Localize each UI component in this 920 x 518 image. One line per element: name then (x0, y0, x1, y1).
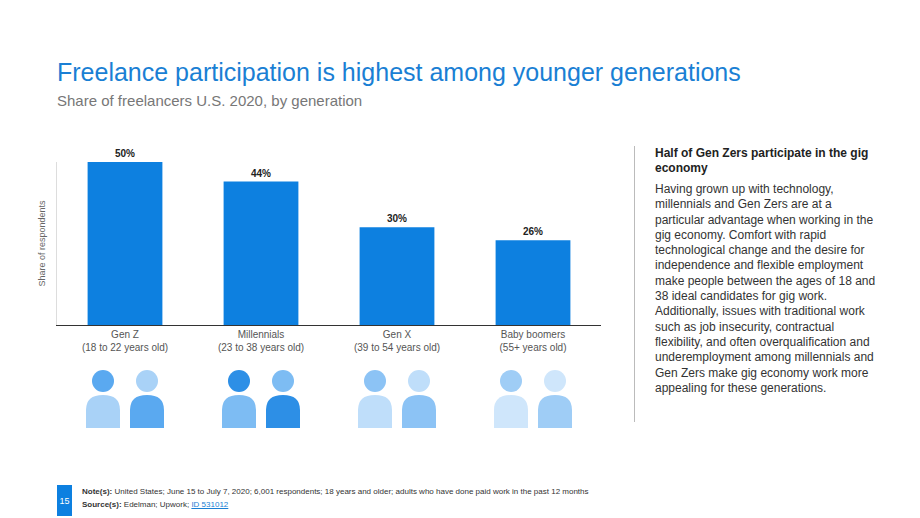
html-text:Share of freelancers U.S. 2020: Share of freelancers U.S. 2020, by gener… (57, 92, 363, 109)
svg-text:26%: 26% (523, 226, 543, 237)
html-text:Half of Gen Zers participate i: Half of Gen Zers participate in the gig … (655, 146, 869, 175)
html-text:Source(s): Edelman; Upwork; ID: Source(s): Edelman; Upwork; ID 531012 (82, 500, 229, 509)
svg-text:Gen X(39 to 54 years old): Gen X(39 to 54 years old) (354, 329, 440, 353)
svg-text:44%: 44% (251, 168, 271, 179)
svg-text:Share of respondents: Share of respondents (37, 200, 47, 287)
svg-text:Millennials(23 to 38 years old: Millennials(23 to 38 years old) (218, 329, 304, 353)
svg-text:30%: 30% (387, 213, 407, 224)
html-text:Freelance participation is hig: Freelance participation is highest among… (57, 58, 741, 86)
html-text:Note(s): United States; June 1: Note(s): United States; June 15 to July … (82, 487, 589, 496)
svg-text:50%: 50% (115, 148, 135, 159)
svg-text:Gen Z(18 to 22 years old): Gen Z(18 to 22 years old) (82, 329, 168, 353)
html-text:15: 15 (59, 495, 70, 506)
html-text:Having grown up with technolog: Having grown up with technology, millenn… (655, 182, 876, 395)
svg-text:Baby boomers(55+ years old): Baby boomers(55+ years old) (500, 329, 567, 353)
